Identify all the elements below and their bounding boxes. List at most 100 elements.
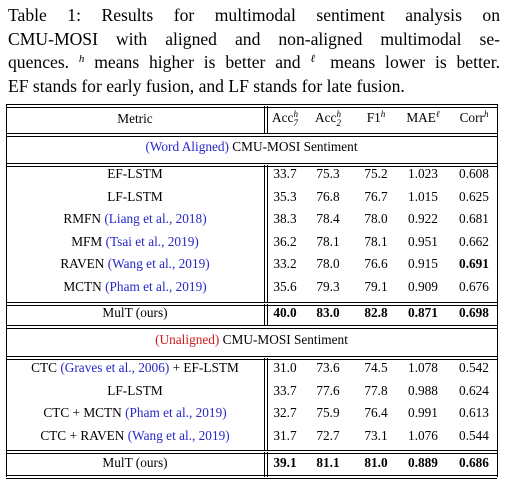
table-row-value: 76.7 xyxy=(364,188,388,204)
ours-row-value: 82.8 xyxy=(364,305,388,320)
header-subscript: 7 xyxy=(293,118,298,128)
header-label: Metric xyxy=(117,111,153,126)
superscript-higher: h xyxy=(78,53,85,65)
method-name: LF-LSTM xyxy=(6,189,264,205)
method-label: MulT (ours) xyxy=(102,455,168,470)
caption-line-2: CMU-MOSI with aligned and non-aligned mu… xyxy=(8,28,500,49)
table-row-value: 77.6 xyxy=(316,382,340,398)
method-name: CTC + MCTN (Pham et al., 2019) xyxy=(6,405,264,421)
column-divider xyxy=(264,304,268,325)
method-label: LF-LSTM xyxy=(107,382,163,398)
ours-row-value: 39.1 xyxy=(273,455,297,470)
header-spacer xyxy=(381,119,386,128)
column-divider xyxy=(264,358,268,450)
table-row-value: 78.0 xyxy=(316,256,340,271)
table-row-value: 38.3 xyxy=(273,211,297,226)
caption-text: quences. xyxy=(8,52,79,72)
section-tag: (Unaligned) xyxy=(155,332,220,347)
table-row-value: 0.915 xyxy=(408,256,438,271)
table-row-value: 73.6 xyxy=(316,360,340,375)
citation-link: (Wang et al., 2019) xyxy=(107,256,210,271)
table-row-value: 0.922 xyxy=(408,211,438,226)
ours-row-value: 81.0 xyxy=(364,455,388,470)
table-row-value: 33.7 xyxy=(273,166,297,181)
table-row-value: 0.681 xyxy=(459,211,489,226)
citation-link: (Wang et al., 2019) xyxy=(127,427,230,443)
method-name-ours: MulT (ours) xyxy=(6,455,264,471)
method-suffix: + EF-LSTM xyxy=(169,360,239,375)
column-divider xyxy=(264,165,268,302)
method-name-ours: MulT (ours) xyxy=(6,305,264,321)
header-label: MAE xyxy=(406,110,436,126)
table-row-value: 79.3 xyxy=(316,278,340,294)
table-row-value: 73.1 xyxy=(364,427,388,443)
header-acc7: Acc h 7 xyxy=(272,110,298,128)
table-row-value: 78.1 xyxy=(316,233,340,249)
table-row-value: 0.608 xyxy=(459,166,489,181)
method-label: EF-LSTM xyxy=(107,166,163,181)
section-tag: (Word Aligned) xyxy=(145,139,229,154)
ours-row-value: 0.889 xyxy=(408,455,438,470)
method-label: CTC xyxy=(31,360,61,375)
method-name: RMFN (Liang et al., 2018) xyxy=(6,211,264,227)
header-superscript: h xyxy=(380,109,386,119)
table-row-value: 74.5 xyxy=(364,360,388,375)
header-mae: MAE ℓ xyxy=(406,110,439,128)
table-row-value: 0.676 xyxy=(459,278,489,294)
method-label: RMFN xyxy=(63,211,105,226)
header-label: Corr xyxy=(459,110,484,126)
caption-line-1: Table 1: Results for multimodal sentimen… xyxy=(8,5,500,25)
table-row-value: 75.3 xyxy=(316,166,340,181)
table-border xyxy=(497,104,498,477)
section-rule xyxy=(6,302,497,306)
caption-line-4: EF stands for early fusion, and LF stand… xyxy=(8,75,405,96)
table-row-value: 0.991 xyxy=(408,405,438,420)
table-row-value: 76.4 xyxy=(364,405,388,420)
caption-line-3: quences. h means higher is better and ℓ … xyxy=(8,51,500,75)
table-row-value: 0.951 xyxy=(408,233,438,249)
citation-link: (Pham et al., 2019) xyxy=(105,278,207,294)
table-bottom-rule xyxy=(6,475,497,479)
section-rule xyxy=(6,163,497,167)
method-label: MulT (ours) xyxy=(102,305,168,320)
header-corr: Corr h xyxy=(460,110,489,128)
ours-row-value: 40.0 xyxy=(273,305,297,320)
table-row-value: 32.7 xyxy=(273,405,297,420)
section-rule xyxy=(6,133,497,137)
table-row-value: 75.2 xyxy=(364,166,388,181)
section-name: CMU-MOSI Sentiment xyxy=(228,139,358,154)
header-label: F1 xyxy=(366,110,381,126)
header-label: Acc xyxy=(272,110,294,126)
table-row-value: 0.624 xyxy=(459,382,489,398)
header-f1: F1 h xyxy=(367,110,386,128)
table-row-value: 77.8 xyxy=(364,382,388,398)
table-row-value: 78.4 xyxy=(316,211,340,226)
table-row-value: 35.3 xyxy=(273,188,297,204)
header-superscript: h xyxy=(483,109,489,119)
table-row-value: 33.7 xyxy=(273,382,297,398)
table-row-value: 76.8 xyxy=(316,188,340,204)
table-row-value: 31.0 xyxy=(273,360,297,375)
column-divider xyxy=(264,106,268,133)
caption-text: means higher is better and xyxy=(84,52,311,72)
superscript-lower: ℓ xyxy=(310,53,321,65)
method-label: RAVEN xyxy=(60,256,108,271)
method-label: CTC + RAVEN xyxy=(40,427,128,443)
method-label: LF-LSTM xyxy=(107,188,163,204)
section-name: CMU-MOSI Sentiment xyxy=(219,332,348,347)
table-row-value: 78.0 xyxy=(364,211,388,226)
citation-link: (Tsai et al., 2019) xyxy=(105,233,199,249)
section-rule xyxy=(6,325,497,329)
header-metric: Metric xyxy=(6,111,264,127)
table-row-value: 35.6 xyxy=(273,278,297,294)
ours-row-value: 0.698 xyxy=(459,305,489,320)
column-divider xyxy=(264,452,268,477)
ours-row-value: 0.686 xyxy=(459,455,489,470)
table-row-value: 76.6 xyxy=(364,256,388,271)
header-scripts: ℓ xyxy=(436,110,440,128)
header-superscript: h xyxy=(293,109,298,119)
table-caption: Table 1: Results for multimodal sentimen… xyxy=(8,4,500,98)
